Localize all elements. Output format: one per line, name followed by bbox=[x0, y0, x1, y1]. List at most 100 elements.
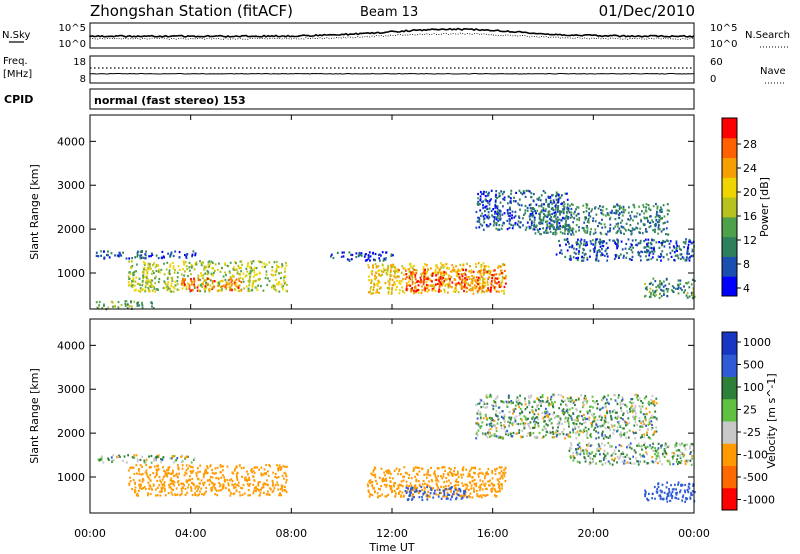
scatter-cell bbox=[549, 227, 551, 230]
scatter-cell bbox=[614, 254, 617, 257]
scatter-cell bbox=[595, 238, 597, 241]
scatter-cell bbox=[423, 277, 426, 280]
scatter-cell bbox=[430, 466, 432, 469]
scatter-cell bbox=[494, 210, 496, 213]
scatter-cell bbox=[164, 489, 166, 492]
scatter-cell bbox=[549, 422, 552, 425]
colorbar-tick-label: -1000 bbox=[743, 494, 775, 507]
scatter-cell bbox=[149, 479, 152, 482]
scatter-cell bbox=[653, 485, 656, 489]
scatter-cell bbox=[511, 422, 513, 425]
scatter-cell bbox=[510, 416, 513, 419]
scatter-cell bbox=[247, 489, 250, 492]
scatter-cell bbox=[182, 482, 185, 485]
scatter-cell bbox=[433, 285, 436, 288]
scatter-cell bbox=[560, 219, 563, 222]
scatter-cell bbox=[601, 463, 604, 466]
scatter-cell bbox=[170, 488, 173, 491]
scatter-cell bbox=[643, 423, 646, 426]
scatter-cell bbox=[631, 251, 634, 254]
scatter-cell bbox=[506, 429, 508, 432]
scatter-cell bbox=[552, 227, 555, 231]
scatter-cell bbox=[539, 222, 542, 225]
scatter-cell bbox=[585, 244, 587, 247]
scatter-cell bbox=[407, 268, 410, 271]
scatter-cell bbox=[267, 474, 270, 477]
scatter-cell bbox=[526, 206, 529, 209]
scatter-cell bbox=[542, 207, 545, 210]
scatter-cell bbox=[654, 216, 657, 219]
scatter-cell bbox=[653, 430, 656, 433]
scatter-cell bbox=[422, 268, 425, 271]
scatter-cell bbox=[163, 469, 165, 472]
scatter-cell bbox=[519, 417, 522, 420]
scatter-cell bbox=[221, 279, 224, 282]
scatter-cell bbox=[224, 263, 227, 266]
scatter-cell bbox=[681, 288, 683, 292]
scatter-cell bbox=[454, 480, 457, 483]
scatter-cell bbox=[488, 484, 490, 487]
scatter-cell bbox=[678, 247, 681, 250]
scatter-cell bbox=[231, 483, 234, 486]
scatter-cell bbox=[522, 422, 525, 425]
scatter-cell bbox=[654, 449, 657, 452]
scatter-cell bbox=[278, 290, 281, 293]
scatter-cell bbox=[690, 442, 693, 446]
scatter-cell bbox=[655, 417, 658, 420]
scatter-cell bbox=[619, 229, 622, 233]
scatter-cell bbox=[671, 249, 674, 252]
scatter-cell bbox=[142, 487, 145, 490]
scatter-cell bbox=[646, 249, 648, 252]
scatter-cell bbox=[136, 460, 139, 463]
scatter-cell bbox=[686, 282, 688, 285]
scatter-cell bbox=[132, 277, 135, 280]
scatter-cell bbox=[368, 275, 370, 278]
scatter-cell bbox=[186, 491, 189, 494]
scatter-cell bbox=[652, 277, 655, 280]
scatter-cell bbox=[532, 432, 535, 435]
scatter-cell bbox=[211, 476, 214, 479]
scatter-cell bbox=[369, 481, 372, 485]
scatter-cell bbox=[684, 240, 687, 243]
scatter-cell bbox=[146, 275, 148, 278]
scatter-cell bbox=[378, 273, 380, 276]
scatter-cell bbox=[503, 419, 506, 422]
scatter-cell bbox=[216, 466, 219, 469]
scatter-cell bbox=[618, 420, 621, 423]
scatter-cell bbox=[623, 227, 626, 230]
scatter-cell bbox=[545, 226, 548, 230]
scatter-cell bbox=[225, 287, 227, 291]
scatter-cell bbox=[341, 251, 344, 254]
scatter-cell bbox=[512, 408, 515, 411]
scatter-cell bbox=[281, 264, 284, 267]
scatter-cell bbox=[177, 466, 180, 469]
scatter-cell bbox=[657, 255, 660, 258]
scatter-cell bbox=[482, 286, 485, 289]
scatter-cell bbox=[684, 289, 686, 292]
scatter-cell bbox=[661, 250, 664, 253]
scatter-cell bbox=[236, 478, 239, 481]
scatter-cell bbox=[552, 405, 554, 408]
scatter-cell bbox=[569, 227, 571, 230]
scatter-cell bbox=[617, 422, 620, 425]
scatter-cell bbox=[681, 256, 684, 259]
scatter-cell bbox=[644, 413, 647, 416]
scatter-cell bbox=[586, 410, 589, 413]
scatter-cell bbox=[171, 482, 174, 485]
scatter-cell bbox=[409, 270, 412, 274]
scatter-cell bbox=[131, 456, 134, 459]
scatter-cell bbox=[533, 221, 536, 224]
scatter-cell bbox=[582, 227, 585, 230]
scatter-cell bbox=[635, 243, 638, 246]
scatter-cell bbox=[138, 469, 140, 472]
scatter-cell bbox=[424, 289, 427, 292]
scatter-cell bbox=[644, 294, 647, 297]
scatter-cell bbox=[429, 487, 432, 490]
scatter-cell bbox=[671, 495, 674, 498]
scatter-cell bbox=[496, 207, 499, 210]
scatter-cell bbox=[524, 418, 527, 421]
scatter-cell bbox=[479, 198, 482, 201]
scatter-cell bbox=[141, 473, 144, 476]
scatter-cell bbox=[577, 414, 580, 418]
scatter-cell bbox=[369, 493, 372, 496]
